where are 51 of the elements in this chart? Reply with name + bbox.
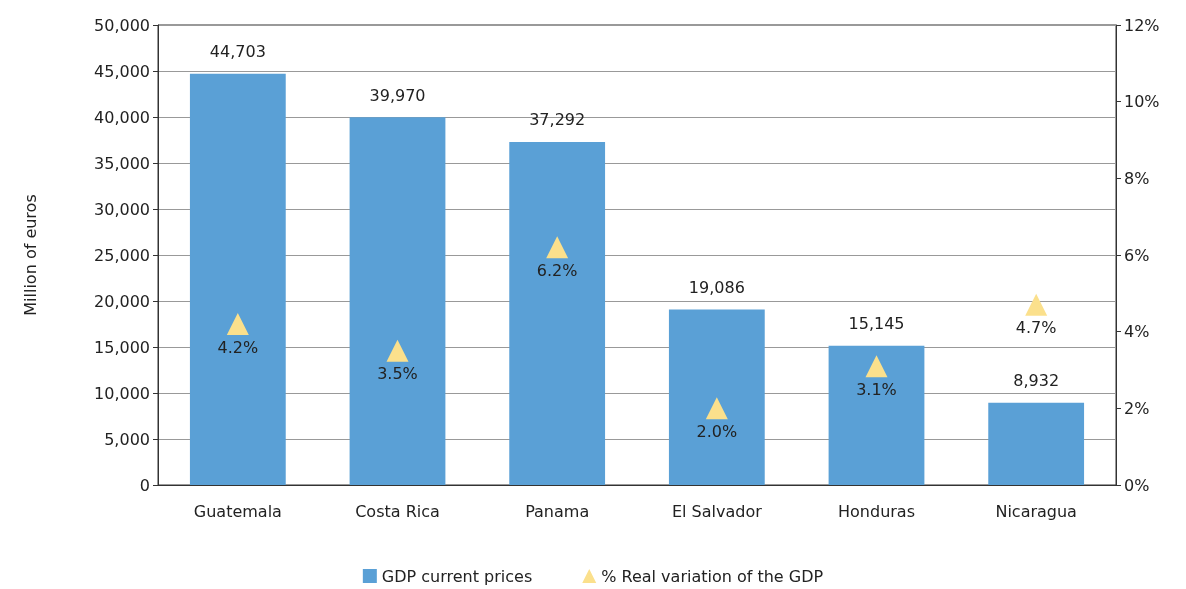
data-label: 2.0% [696,421,738,441]
data-label: 3.1% [856,379,897,399]
bar [189,73,286,485]
data-label: 4.7% [1015,318,1057,338]
x-tick-label: Panama [525,501,590,521]
legend-label: % Real variation of the GDP [601,566,824,586]
data-label: 19,086 [688,277,745,297]
point [705,397,728,420]
y-tick-label: 20,000 [94,291,150,311]
x-tick-label: Honduras [838,501,915,521]
y-tick-label: 30,000 [94,199,150,219]
y-tick-label: 50,000 [94,15,150,35]
y2-tick-label: 12% [1124,15,1160,35]
x-tick-label: Nicaragua [995,501,1077,521]
bar [988,402,1085,485]
bar [349,117,446,485]
x-tick-label: Costa Rica [355,501,440,521]
y2-tick-label: 8% [1124,168,1150,188]
y-tick-label: 15,000 [94,337,150,357]
bar [509,141,606,485]
point [386,339,409,362]
point [546,236,569,259]
y2-tick-label: 0% [1124,475,1150,495]
point [226,313,249,335]
legend-label: GDP current prices [381,566,533,586]
data-label: 39,970 [369,85,426,105]
point [865,355,888,378]
y-tick-label: 0 [139,475,150,495]
y-tick-label: 35,000 [94,153,150,173]
y-tick-label: 5,000 [104,429,150,449]
data-label: 15,145 [848,314,905,334]
x-tick-label: Guatemala [193,501,282,521]
y-axis-title: Million of euros [20,194,40,316]
data-label: 3.5% [377,364,418,384]
data-label: 37,292 [529,110,586,130]
x-tick-label: El Salvador [671,501,763,521]
y-tick-label: 10,000 [94,383,150,403]
point [1025,293,1048,316]
y2-tick-label: 10% [1124,92,1160,112]
data-label: 44,703 [209,42,266,62]
y2-tick-label: 4% [1124,322,1150,342]
bar [828,345,925,485]
y-tick-label: 25,000 [94,245,150,265]
data-label: 6.2% [536,260,578,280]
y2-tick-label: 2% [1124,398,1150,418]
data-label: 8,932 [1013,371,1060,391]
y-tick-label: 45,000 [94,61,150,81]
y2-tick-label: 6% [1124,245,1150,265]
bar [668,309,765,485]
data-label: 4.2% [217,337,259,357]
y-tick-label: 40,000 [94,107,150,127]
